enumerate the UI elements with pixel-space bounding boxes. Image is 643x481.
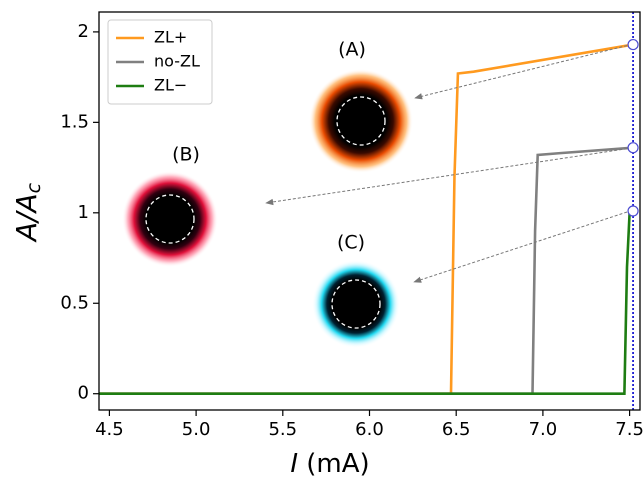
y-label-sub: c [23, 182, 45, 193]
x-tick-label: 4.5 [95, 419, 124, 440]
inset-image [309, 69, 413, 173]
inset-ring [145, 194, 195, 244]
legend-label: ZL− [154, 76, 187, 95]
arrow [265, 148, 628, 206]
y-tick-label: 0 [78, 383, 89, 404]
x-label-symbol: I [290, 449, 298, 479]
inset-image [122, 171, 218, 267]
x-axis-label: I (mA) [290, 449, 369, 479]
y-tick-label: 2 [78, 21, 89, 42]
arrow [413, 211, 628, 283]
annotation: (A) [338, 39, 366, 61]
y-axis-label: A/Ac [10, 182, 45, 243]
marker [627, 205, 639, 217]
legend-label: no-ZL [154, 52, 200, 71]
x-tick-label: 5.0 [182, 419, 211, 440]
x-tick-label: 5.5 [268, 419, 297, 440]
x-tick-label: 6.0 [355, 419, 384, 440]
y-label-main: A/A [10, 193, 43, 243]
y-tick-label: 0.5 [60, 292, 89, 313]
inset-image [312, 260, 400, 348]
inset-ring [331, 279, 381, 329]
plot [99, 12, 639, 410]
y-tick-label: 1.5 [60, 111, 89, 132]
arrow [414, 45, 628, 100]
legend-label: ZL+ [154, 28, 187, 47]
annotation: (C) [337, 232, 365, 254]
marker [627, 142, 639, 154]
legend-box [107, 19, 213, 105]
y-tick-label: 1 [78, 202, 89, 223]
insets [122, 69, 413, 348]
marker [627, 38, 639, 51]
x-tick-label: 6.5 [442, 419, 471, 440]
axes-frame [98, 11, 641, 411]
inset-ring [336, 96, 386, 146]
annotation: (B) [172, 144, 200, 166]
x-label-unit: (mA) [306, 449, 369, 479]
x-tick-label: 7.5 [615, 419, 643, 440]
x-tick-label: 7.0 [529, 419, 558, 440]
